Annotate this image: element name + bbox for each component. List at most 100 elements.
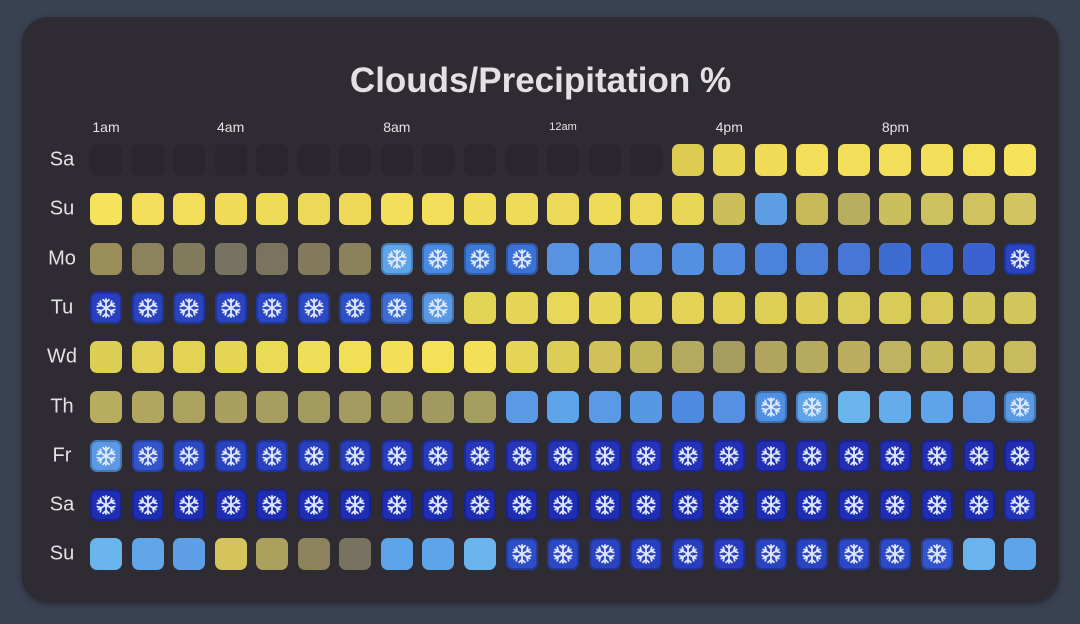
heatmap-cell-snow <box>671 538 704 571</box>
heatmap-cell-snow <box>505 538 538 571</box>
heatmap-cell <box>547 144 580 176</box>
heatmap-cell-snow <box>547 439 580 472</box>
heatmap-cell <box>422 193 455 226</box>
snowflake-icon <box>885 495 906 515</box>
heatmap-cell <box>713 193 746 226</box>
heatmap-cell <box>90 390 122 423</box>
heatmap-cell-snow <box>713 538 746 571</box>
snowflake-icon <box>345 297 365 318</box>
heatmap-cell <box>131 193 164 226</box>
heatmap-cell <box>754 291 787 324</box>
heatmap-cell <box>131 390 164 423</box>
heatmap-cell <box>463 341 496 374</box>
heatmap-cell <box>713 144 746 176</box>
snowflake-icon <box>470 445 490 466</box>
heatmap-cell <box>173 341 206 374</box>
snowflake-icon <box>470 248 490 269</box>
snowflake-icon <box>678 544 698 565</box>
heatmap-cell <box>547 242 580 275</box>
snowflake-icon <box>719 495 739 515</box>
heatmap-cell-snow <box>214 489 247 522</box>
heatmap-cell <box>1004 291 1037 324</box>
snowflake-icon <box>761 495 781 515</box>
snowflake-icon <box>428 445 448 466</box>
snowflake-icon <box>636 544 656 565</box>
heatmap-cell <box>256 341 289 374</box>
snowflake-icon <box>678 495 698 515</box>
heatmap-cell-snow <box>630 538 663 571</box>
heatmap-cell <box>962 193 995 226</box>
heatmap-cell-snow <box>131 439 164 472</box>
heatmap-cell <box>671 242 704 275</box>
heatmap-cell <box>297 144 330 176</box>
heatmap-cell-snow <box>630 439 663 472</box>
heatmap-cell <box>921 193 953 226</box>
snowflake-icon <box>96 445 116 466</box>
day-label: Mo <box>48 247 76 270</box>
heatmap-cell-snow <box>380 489 413 522</box>
snowflake-icon <box>636 445 656 466</box>
snowflake-icon <box>511 495 532 515</box>
heatmap-cell <box>339 242 372 275</box>
day-label: Sa <box>49 493 75 516</box>
heatmap-cell-snow <box>422 242 455 275</box>
snowflake-icon <box>387 248 407 269</box>
heatmap-cell <box>713 242 746 275</box>
snowflake-icon <box>761 445 781 466</box>
heatmap-cell-snow <box>754 390 787 423</box>
hour-label: 1am <box>92 119 120 135</box>
heatmap-cell-snow <box>463 489 496 522</box>
heatmap-cell <box>297 341 330 374</box>
heatmap-cell-snow <box>173 439 206 472</box>
heatmap-cell <box>588 242 621 275</box>
snowflake-icon <box>179 297 199 318</box>
heatmap-cell <box>214 242 247 275</box>
heatmap-cell <box>339 538 372 571</box>
heatmap-cell-snow <box>588 439 621 472</box>
heatmap-cell <box>630 341 663 374</box>
heatmap-cell <box>463 144 496 176</box>
snowflake-icon <box>179 495 199 515</box>
heatmap-cell-snow <box>879 538 912 571</box>
snowflake-icon <box>1010 396 1030 417</box>
day-label: Th <box>50 395 74 417</box>
snowflake-icon <box>262 445 282 466</box>
snowflake-icon <box>511 544 532 565</box>
heatmap-cell <box>630 390 663 423</box>
snowflake-icon <box>927 495 947 515</box>
heatmap-cell <box>422 390 455 423</box>
snowflake-icon <box>761 544 781 565</box>
heatmap-cell <box>505 291 538 324</box>
snowflake-icon <box>553 544 573 565</box>
heatmap-cell-snow <box>671 489 704 522</box>
heatmap-cell <box>962 242 995 275</box>
heatmap-cell <box>422 538 455 571</box>
heatmap-cell <box>131 538 164 571</box>
heatmap-cell-snow <box>339 291 372 324</box>
snowflake-icon <box>387 495 407 515</box>
heatmap-cell <box>837 242 870 275</box>
heatmap-cell <box>380 538 413 571</box>
heatmap-cell <box>588 144 621 176</box>
heatmap-cell <box>754 144 787 176</box>
heatmap-cell <box>754 341 787 374</box>
heatmap-cell-snow <box>837 439 870 472</box>
heatmap-cell <box>256 390 289 423</box>
snowflake-icon <box>262 495 282 515</box>
heatmap-cell <box>630 291 663 324</box>
heatmap-cell <box>380 193 413 226</box>
hour-label: 8am <box>383 119 411 135</box>
heatmap-cell-snow <box>422 439 455 472</box>
heatmap-cell <box>962 144 995 176</box>
snowflake-icon <box>927 445 947 466</box>
heatmap-cell <box>796 144 829 176</box>
snowflake-icon <box>470 495 490 515</box>
heatmap-cell-snow <box>921 439 953 472</box>
snowflake-icon <box>304 297 324 318</box>
heatmap-cell <box>588 341 621 374</box>
hour-label: 4am <box>217 119 245 135</box>
heatmap-cell-snow <box>214 291 247 324</box>
snowflake-icon <box>885 544 906 565</box>
heatmap-cell-snow <box>90 439 122 472</box>
heatmap-card: Clouds/Precipitation % 1am 4am 8am 12am 4pm 8… <box>22 17 1059 602</box>
